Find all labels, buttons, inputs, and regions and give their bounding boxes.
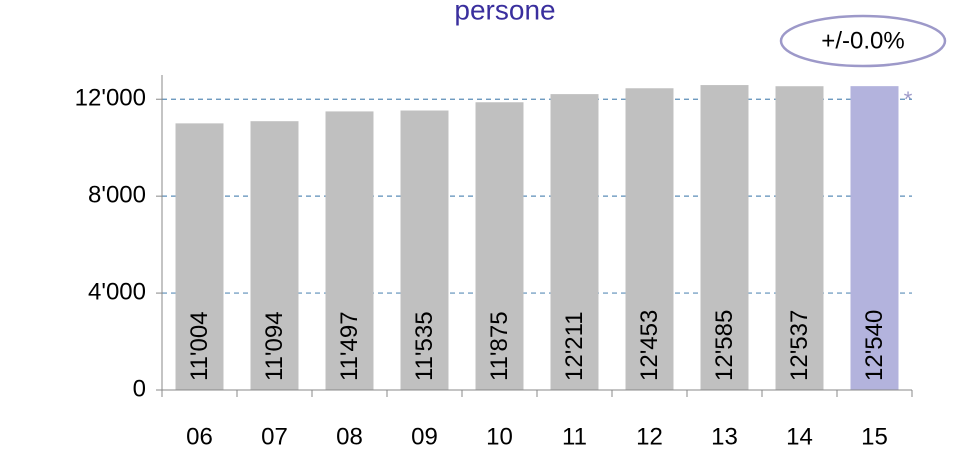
x-tick-label: 15 bbox=[861, 423, 888, 450]
x-tick-label: 14 bbox=[786, 423, 813, 450]
chart-title: persone bbox=[454, 0, 555, 25]
x-tick-label: 12 bbox=[636, 423, 663, 450]
x-tick-label: 11 bbox=[562, 423, 587, 450]
y-tick-label: 8'000 bbox=[88, 181, 146, 208]
bar bbox=[475, 102, 524, 390]
bar bbox=[700, 85, 749, 390]
x-tick-label: 06 bbox=[186, 423, 213, 450]
annotation: +/-0.0% bbox=[821, 27, 904, 54]
bar bbox=[550, 94, 599, 391]
x-tick-label: 07 bbox=[261, 423, 288, 450]
x-tick-label: 10 bbox=[486, 423, 513, 450]
x-tick-label: 09 bbox=[411, 423, 438, 450]
value-label: 12'540 bbox=[861, 310, 888, 381]
bar bbox=[775, 86, 824, 391]
bar bbox=[850, 86, 899, 391]
bar bbox=[625, 88, 674, 390]
note-marker: * bbox=[904, 87, 913, 112]
bar bbox=[175, 123, 224, 390]
value-label: 11'094 bbox=[261, 311, 288, 381]
value-label: 12'537 bbox=[786, 310, 813, 381]
y-tick-label: 0 bbox=[133, 375, 146, 402]
y-tick-label: 12'000 bbox=[75, 85, 146, 112]
annotation-bubble bbox=[779, 14, 947, 68]
value-label: 11'535 bbox=[411, 311, 438, 381]
value-label: 11'875 bbox=[486, 311, 513, 381]
x-tick-label: 13 bbox=[711, 423, 738, 450]
bar bbox=[325, 111, 374, 390]
y-tick-label: 4'000 bbox=[88, 278, 146, 305]
value-label: 12'585 bbox=[711, 310, 738, 381]
x-tick-label: 08 bbox=[336, 423, 363, 450]
value-label: 11'497 bbox=[336, 311, 363, 381]
bar bbox=[250, 121, 299, 391]
bar bbox=[400, 110, 449, 390]
value-label: 12'453 bbox=[636, 310, 663, 381]
value-label: 11'004 bbox=[186, 311, 213, 381]
value-label: 12'211 bbox=[561, 311, 588, 381]
